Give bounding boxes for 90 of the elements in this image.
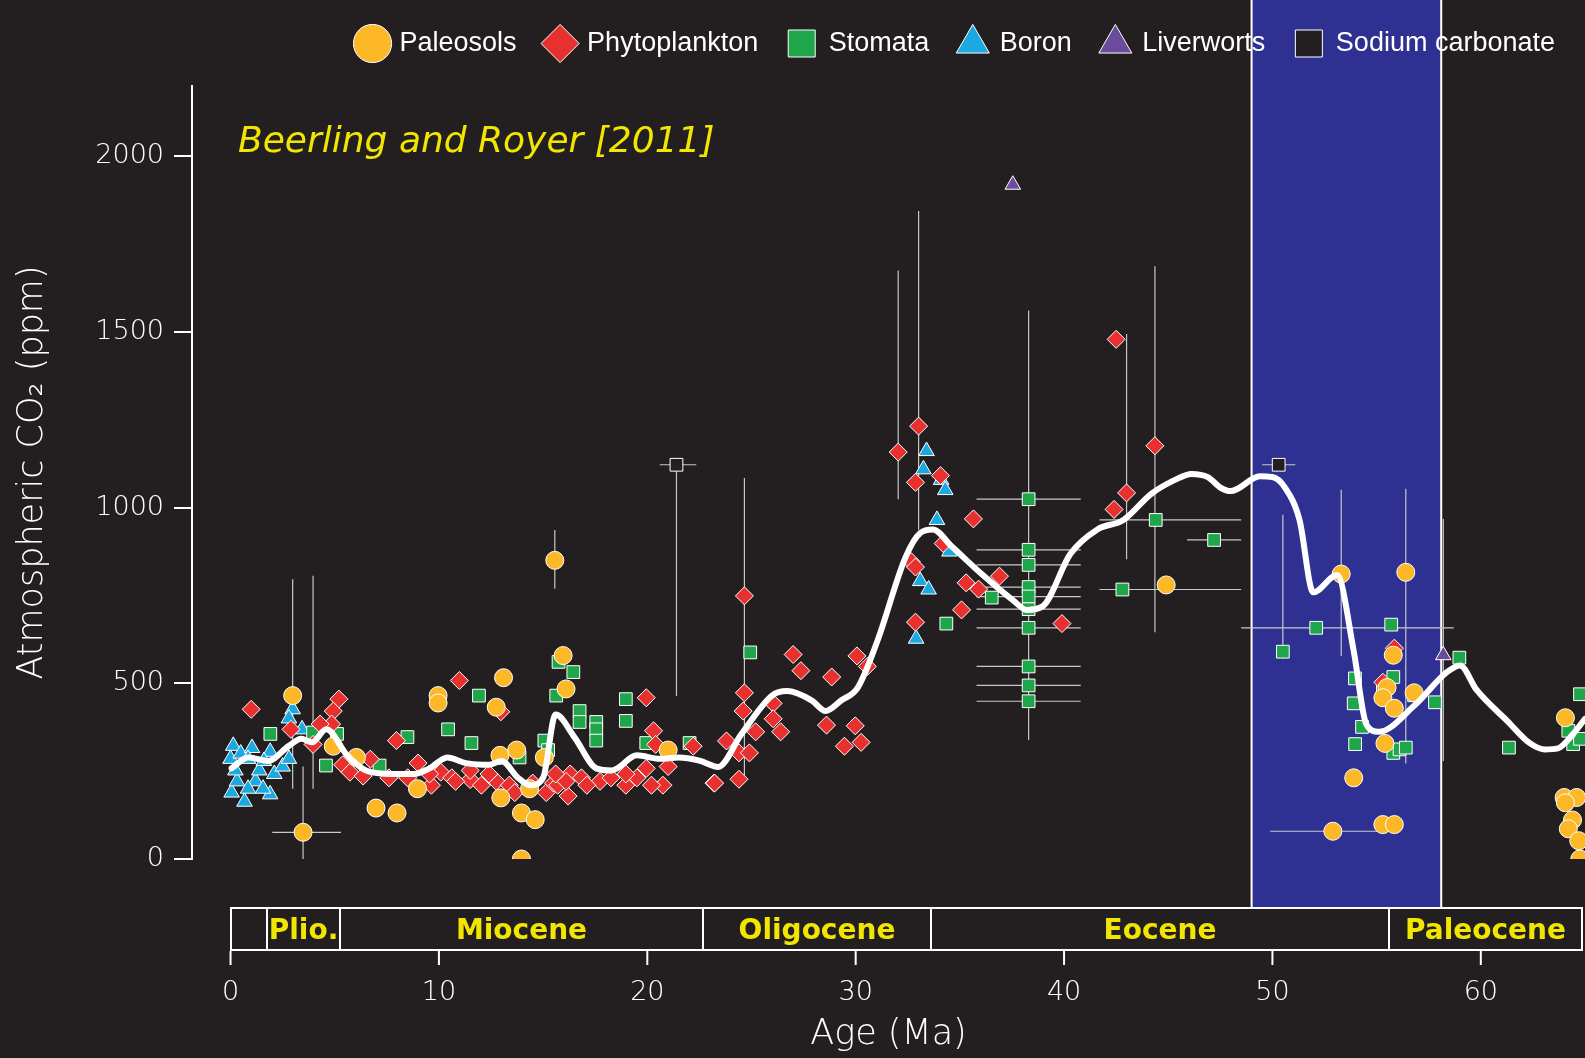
point [1115,582,1130,597]
point [263,727,278,741]
point [525,810,545,830]
y-tick-label: 1000 [95,489,164,521]
point [366,798,386,818]
point [428,693,448,713]
point [918,441,935,457]
point [1021,620,1036,635]
point [743,645,758,660]
x-tick-label: 30 [838,975,873,1007]
point [1398,740,1413,755]
point [618,692,633,706]
point [387,803,407,823]
point [1375,733,1395,753]
x-tick-label: 60 [1463,975,1498,1007]
point [1555,793,1575,813]
point [507,740,527,760]
x-axis-title: Age (Ma) [810,1012,967,1053]
y-tick-label: 500 [112,665,164,697]
point [1021,659,1036,674]
y-tick-label: 0 [146,841,164,873]
point [319,758,333,773]
point [1148,513,1163,527]
point [669,457,684,472]
point [928,510,946,525]
point [1156,575,1176,595]
point [1275,644,1290,659]
point [572,715,587,729]
point [553,646,573,666]
point [1021,678,1036,693]
point [1021,589,1036,604]
point [939,616,954,631]
point [556,679,576,699]
point [984,590,999,605]
point [618,714,633,728]
point [1004,175,1022,190]
point [1428,695,1442,710]
point [1348,737,1363,751]
point [1021,558,1036,572]
point [545,550,565,570]
point [936,480,954,496]
point [1309,620,1324,635]
point [472,688,486,703]
point [920,580,937,595]
point [1021,492,1036,507]
point [1344,768,1364,788]
point [293,822,313,842]
y-tick-label: 2000 [95,138,164,170]
x-tick-label: 40 [1046,975,1082,1007]
point [1384,815,1404,835]
y-tick-label: 1500 [95,313,164,345]
geologic-timescale: Plio. Miocene Oligocene Eocene Paleocene [0,907,1585,951]
point [1271,457,1286,472]
x-tick-label: 0 [221,975,240,1007]
x-tick-label: 20 [630,975,665,1007]
point [464,736,479,750]
point [1021,542,1036,557]
point [1207,533,1221,547]
point [486,697,506,717]
point [1502,740,1516,755]
point [1021,694,1036,709]
point [1323,821,1343,841]
point [589,733,604,748]
point [494,668,514,688]
legend-label: Phytoplankton [587,26,759,57]
point [511,803,531,823]
annotation: Beerling and Royer [2011] [238,119,715,161]
point [1383,645,1403,665]
point [911,571,929,587]
point [1452,650,1467,665]
point [1396,562,1416,582]
legend-label: Boron [999,26,1072,57]
legend-label: Stomata [828,26,931,57]
point [1555,708,1575,728]
point [1373,688,1393,708]
x-tick-label: 10 [421,975,457,1007]
point [1435,645,1452,661]
point [1558,819,1578,839]
y-axis-title: Atmospheric CO₂ (ppm) [10,265,51,680]
point [407,779,427,799]
point [491,788,511,808]
legend-label: Paleosols [399,26,517,57]
point [441,722,455,737]
x-tick-label: 50 [1255,975,1290,1007]
point [915,459,932,475]
point [1384,698,1404,718]
point [566,665,581,679]
point [907,629,925,644]
point [1384,617,1399,632]
point [283,686,303,706]
